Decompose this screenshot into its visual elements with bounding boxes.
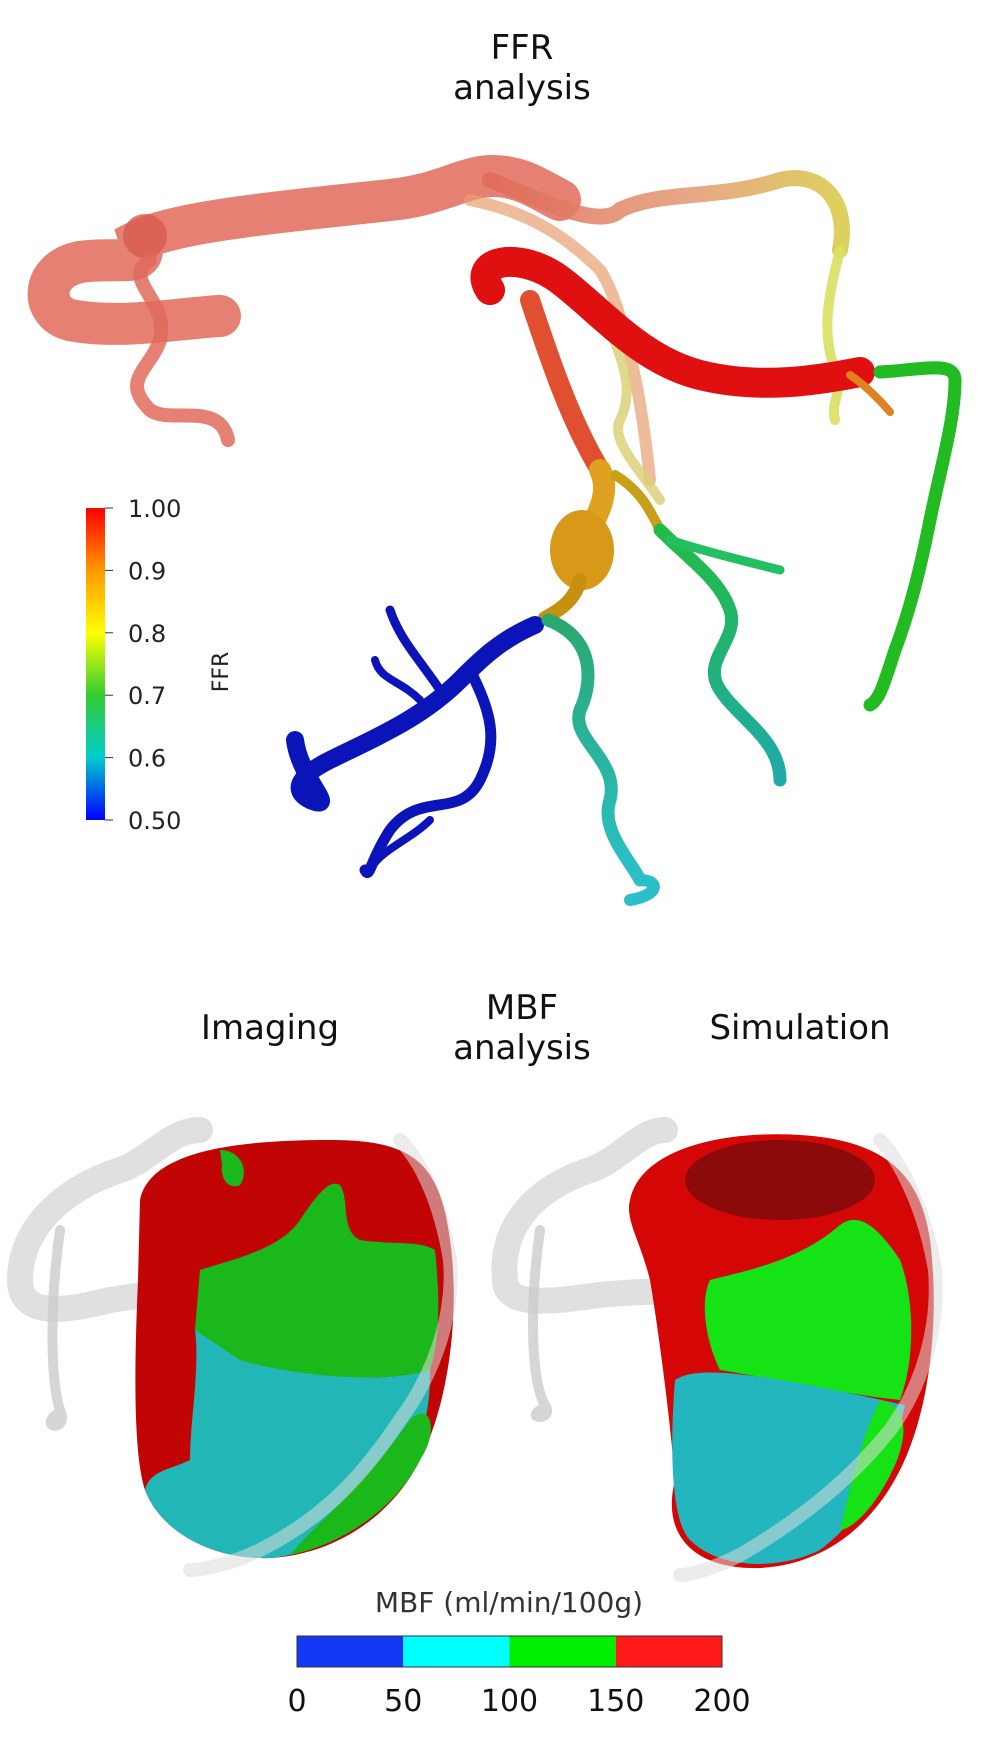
imaging-title: Imaging	[200, 1008, 340, 1048]
mbf-colorbar: MBF (ml/min/100g) 0 50 100 150 200	[287, 1586, 750, 1719]
mbf-tick-label: 100	[481, 1684, 538, 1719]
simulation-heart	[491, 1117, 943, 1582]
ffr-colorbar-gradient	[86, 508, 105, 820]
lad-mid	[538, 573, 587, 625]
simulation-vessel-overlay-right	[673, 1133, 943, 1582]
obtuse-marginal	[863, 361, 962, 712]
lad-aneurysm	[550, 510, 614, 590]
ffr-colorbar-ticks: 1.00 0.9 0.8 0.7 0.6 0.50	[105, 495, 181, 835]
mbf-colorbar-segment	[615, 1636, 722, 1667]
simulation-vessel-overlay-left	[491, 1117, 733, 1314]
mbf-title-line2: analysis	[453, 1028, 591, 1068]
mbf-colorbar-segment	[403, 1636, 510, 1667]
simulation-heart-cavity	[685, 1140, 875, 1220]
mbf-colorbar-border	[296, 1635, 723, 1668]
ffr-title-line2: analysis	[453, 68, 591, 108]
yellow-branch	[822, 245, 845, 425]
aortic-root	[123, 214, 167, 258]
diagonal-2	[653, 523, 787, 787]
blue-sub-4	[366, 816, 434, 874]
diagonal-1	[541, 613, 647, 887]
mbf-title: MBF analysis	[402, 988, 642, 1068]
ffr-tick-label: 1.00	[128, 495, 181, 523]
circumflex-tip	[846, 371, 894, 416]
ffr-tick-label: 0.6	[128, 745, 166, 773]
mbf-colorbar-ticks: 0 50 100 150 200	[287, 1684, 750, 1719]
rca-back-branch	[464, 194, 656, 486]
diagonal-1-tip	[624, 874, 660, 906]
ffr-tick-label: 0.7	[128, 682, 166, 710]
ffr-tick-label: 0.9	[128, 557, 166, 585]
coronary-tree	[27, 155, 962, 906]
ffr-title: FFR analysis	[402, 28, 642, 108]
diagonal-2-side	[665, 535, 785, 575]
blue-sub-3	[371, 656, 424, 704]
mbf-colorbar-label: MBF (ml/min/100g)	[375, 1586, 643, 1619]
rca-distal	[482, 170, 850, 258]
blue-branch	[286, 616, 544, 812]
imaging-green-top	[220, 1150, 244, 1187]
mbf-tick-label: 200	[693, 1684, 750, 1719]
rca-branch	[130, 253, 235, 447]
ffr-colorbar: 1.00 0.9 0.8 0.7 0.6 0.50 FFR	[86, 495, 234, 835]
circumflex-vessel	[470, 246, 875, 398]
imaging-green-region	[195, 1183, 439, 1378]
imaging-vessel-overlay-thin	[45, 1225, 67, 1431]
mbf-tick-label: 50	[384, 1684, 422, 1719]
mbf-colorbar-segments	[297, 1636, 722, 1667]
blue-sub-2	[385, 605, 445, 695]
imaging-green-lower	[290, 1413, 431, 1555]
mbf-tick-label: 150	[587, 1684, 644, 1719]
simulation-vessel-overlay-thin	[528, 1225, 552, 1422]
mbf-title-line1: MBF	[485, 988, 559, 1028]
mbf-colorbar-segment	[509, 1636, 616, 1667]
ffr-tick-label: 0.8	[128, 620, 166, 648]
lm-to-lad	[520, 290, 610, 480]
imaging-vessel-overlay-right	[183, 1133, 458, 1577]
mbf-colorbar-segment	[297, 1636, 404, 1667]
imaging-heart	[6, 1117, 458, 1577]
ffr-tick-label: 0.50	[128, 807, 181, 835]
ffr-title-line1: FFR	[490, 28, 554, 68]
simulation-title: Simulation	[709, 1008, 891, 1048]
mbf-tick-label: 0	[287, 1684, 306, 1719]
simulation-green-region	[704, 1219, 912, 1400]
ffr-colorbar-label: FFR	[209, 652, 234, 693]
